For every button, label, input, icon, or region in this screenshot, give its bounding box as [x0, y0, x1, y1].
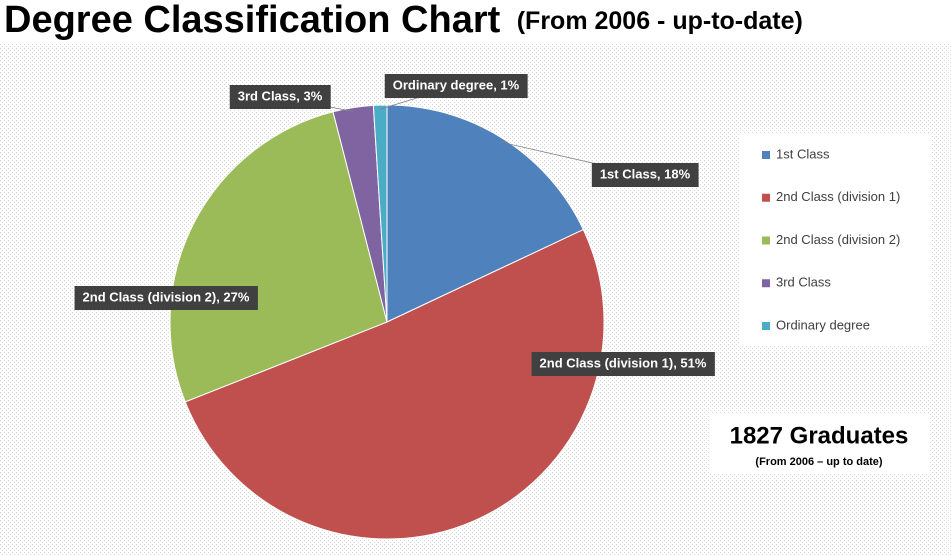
- data-label-box: [229, 85, 331, 109]
- pie-slice: [386, 104, 585, 323]
- legend-swatch: [762, 193, 770, 202]
- data-label: 2nd Class (division 2), 27%: [83, 289, 250, 304]
- annotation-subtitle: (From 2006 – up to date): [755, 456, 882, 468]
- data-label: 2nd Class (division 1), 51%: [540, 355, 707, 370]
- legend-swatch: [762, 279, 770, 288]
- legend-swatch: [762, 151, 770, 159]
- data-label-box: [591, 163, 699, 187]
- title-sub: (From 2006 - up-to-date): [517, 7, 803, 35]
- legend-label: 1st Class: [776, 146, 830, 161]
- title-main: Degree Classification Chart: [4, 0, 501, 41]
- data-label-box: [74, 286, 258, 310]
- legend-label: 3rd Class: [776, 275, 831, 290]
- data-label-box: [531, 352, 715, 376]
- legend-label: 2nd Class (division 1): [776, 189, 900, 204]
- title-band: [0, 0, 951, 44]
- legend-swatch: [762, 322, 770, 330]
- legend-label: Ordinary degree: [776, 317, 870, 332]
- annotation-title: 1827 Graduates: [730, 422, 909, 449]
- data-label-box: [384, 74, 528, 98]
- data-label: 3rd Class, 3%: [238, 88, 323, 103]
- legend-label: 2nd Class (division 2): [776, 232, 900, 247]
- data-label: 1st Class, 18%: [600, 166, 691, 181]
- data-label: Ordinary degree, 1%: [393, 77, 520, 92]
- chart-title: Degree Classification Chart (From 2006 -…: [4, 0, 803, 41]
- pie-slice: [372, 104, 388, 323]
- legend-box: [740, 133, 932, 345]
- pie-slice: [184, 228, 605, 540]
- annotation-box: [709, 414, 929, 474]
- pie-slice: [169, 111, 388, 403]
- legend-swatch: [762, 236, 770, 245]
